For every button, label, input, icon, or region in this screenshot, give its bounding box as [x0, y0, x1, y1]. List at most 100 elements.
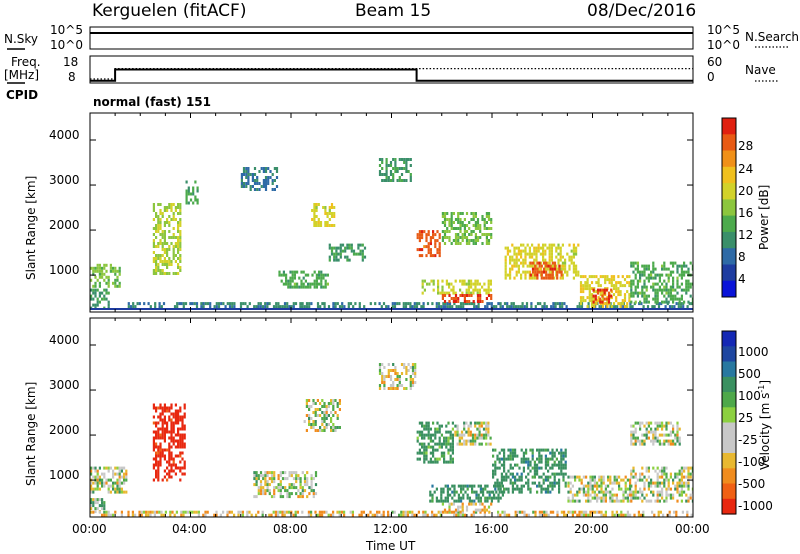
- heatmap-cell: [439, 291, 442, 295]
- heatmap-cell: [582, 475, 585, 479]
- heatmap-cell: [286, 477, 289, 481]
- heatmap-cell: [421, 430, 424, 434]
- heatmap-cell: [496, 454, 499, 458]
- heatmap-cell: [173, 305, 177, 309]
- heatmap-cell: [193, 510, 196, 514]
- heatmap-cell: [348, 258, 351, 262]
- heatmap-cell: [636, 421, 639, 425]
- heatmap-cell: [553, 261, 557, 265]
- heatmap-cell: [647, 484, 650, 488]
- heatmap-cell: [293, 285, 296, 289]
- heatmap-cell: [334, 426, 337, 429]
- heatmap-cell: [645, 427, 648, 431]
- heatmap-cell: [463, 433, 466, 437]
- heatmap-cell: [92, 269, 95, 273]
- heatmap-cell: [611, 499, 614, 503]
- heatmap-cell: [298, 285, 301, 289]
- heatmap-cell: [168, 272, 171, 275]
- heatmap-cell: [374, 302, 377, 306]
- heatmap-cell: [448, 236, 451, 239]
- heatmap-cell: [155, 430, 158, 434]
- heatmap-cell: [587, 481, 590, 485]
- heatmap-cell: [471, 436, 475, 440]
- heatmap-cell: [394, 366, 397, 369]
- heatmap-cell: [442, 499, 445, 503]
- heatmap-cell: [674, 261, 677, 265]
- heatmap-cell: [652, 282, 655, 286]
- heatmap-cell: [559, 267, 562, 271]
- heatmap-cell: [488, 496, 491, 500]
- power-cbar-swatch: [722, 280, 736, 298]
- heatmap-cell: [587, 302, 590, 306]
- heatmap-cell: [676, 282, 679, 286]
- heatmap-cell: [266, 474, 269, 478]
- heatmap-cell: [159, 433, 162, 437]
- heatmap-cell: [536, 463, 539, 467]
- heatmap-cell: [529, 261, 532, 265]
- heatmap-cell: [467, 288, 470, 292]
- heatmap-cell: [279, 480, 282, 484]
- heatmap-cell: [550, 255, 553, 259]
- heatmap-cell: [385, 179, 388, 182]
- heatmap-cell: [350, 246, 353, 250]
- heatmap-cell: [520, 252, 523, 256]
- heatmap-cell: [471, 490, 474, 494]
- heatmap-cell: [542, 481, 545, 485]
- heatmap-cell: [620, 513, 623, 517]
- heatmap-cell: [540, 454, 543, 458]
- heatmap-cell: [476, 279, 479, 283]
- heatmap-cell: [555, 267, 558, 271]
- heatmap-cell: [591, 484, 594, 488]
- heatmap-cell: [310, 423, 313, 426]
- heatmap-cell: [470, 282, 473, 286]
- heatmap-cell: [640, 302, 643, 306]
- heatmap-cell: [576, 475, 579, 479]
- heatmap-cell: [305, 302, 309, 306]
- heatmap-cell: [645, 499, 648, 503]
- heatmap-cell: [291, 273, 294, 277]
- heatmap-cell: [299, 480, 302, 484]
- heatmap-cell: [483, 282, 486, 286]
- heatmap-cell: [534, 267, 537, 271]
- heatmap-cell: [645, 300, 648, 304]
- heatmap-cell: [612, 287, 616, 291]
- heatmap-cell: [418, 248, 421, 252]
- heatmap-cell: [299, 302, 302, 306]
- heatmap-cell: [170, 236, 173, 239]
- heatmap-cell: [571, 496, 574, 500]
- heatmap-cell: [270, 495, 274, 499]
- heatmap-cell: [645, 288, 648, 292]
- heatmap-cell: [504, 258, 507, 262]
- heatmap-cell: [477, 302, 480, 306]
- heatmap-cell: [461, 502, 464, 506]
- heatmap-cell: [425, 254, 428, 258]
- heatmap-cell: [324, 273, 327, 277]
- heatmap-cell: [383, 387, 386, 390]
- heatmap-cell: [363, 255, 367, 259]
- heatmap-cell: [598, 510, 601, 514]
- heatmap-cell: [514, 448, 517, 452]
- heatmap-cell: [206, 510, 209, 514]
- heatmap-cell: [181, 439, 184, 443]
- heatmap-cell: [613, 493, 616, 497]
- heatmap-cell: [459, 505, 462, 509]
- heatmap-cell: [159, 260, 162, 263]
- heatmap-cell: [643, 487, 646, 491]
- heatmap-cell: [591, 475, 594, 479]
- heatmap-cell: [524, 252, 527, 256]
- heatmap-cell: [674, 442, 677, 446]
- heatmap-cell: [352, 252, 356, 256]
- heatmap-cell: [550, 252, 553, 256]
- heatmap-cell: [429, 254, 432, 258]
- heatmap-cell: [381, 158, 384, 161]
- heatmap-cell: [168, 215, 171, 218]
- heatmap-cell: [523, 510, 526, 514]
- heatmap-cell: [672, 270, 675, 274]
- heatmap-cell: [479, 487, 482, 491]
- heatmap-cell: [217, 302, 221, 306]
- heatmap-cell: [179, 233, 182, 236]
- heatmap-cell: [181, 433, 184, 437]
- heatmap-cell: [467, 291, 470, 295]
- heatmap-cell: [558, 466, 561, 470]
- heatmap-cell: [658, 499, 661, 503]
